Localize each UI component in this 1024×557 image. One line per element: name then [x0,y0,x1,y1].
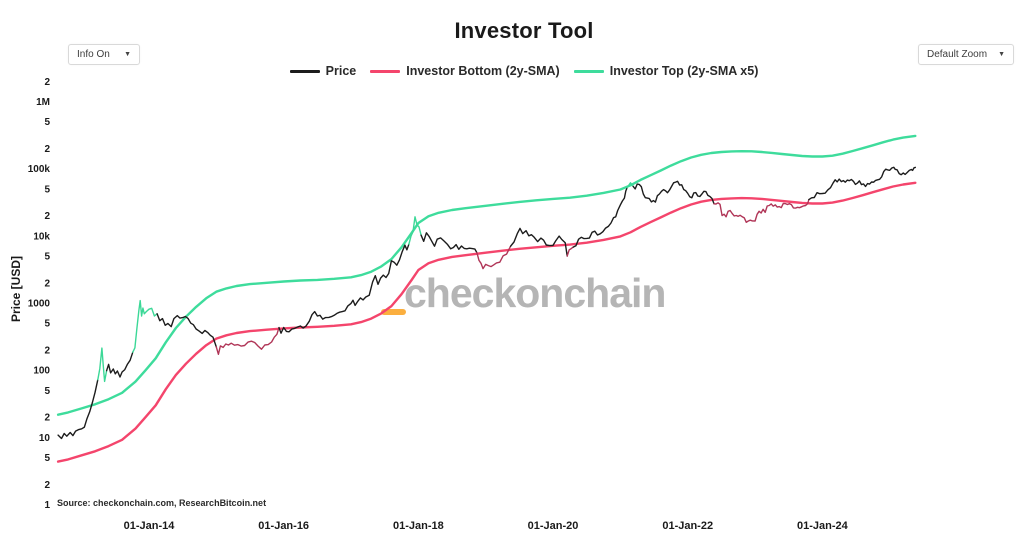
info-toggle-dropdown[interactable]: Info On ▼ [68,44,140,65]
y-tick-label: 2 [44,77,50,88]
y-tick-label: 2 [44,345,50,356]
y-tick-label: 5 [44,117,50,128]
x-tick-label: 01-Jan-24 [797,520,849,532]
y-tick-label: 2 [44,278,50,289]
chart-title: Investor Tool [454,18,594,43]
x-tick-label: 01-Jan-22 [662,520,713,532]
y-tick-label: 2 [44,413,50,424]
legend-item-price[interactable]: Price [289,64,357,78]
price-line [132,299,158,353]
chart-legend: Price Investor Bottom (2y-SMA) Investor … [0,64,1024,78]
watermark-underscore [381,309,406,315]
x-tick-label: 01-Jan-20 [528,520,579,532]
price-line [713,198,810,223]
price-line [632,180,715,205]
legend-item-investor-top[interactable]: Investor Top (2y-SMA x5) [573,64,759,78]
y-tick-label: 5 [44,386,50,397]
chevron-down-icon: ▼ [124,51,131,58]
y-tick-label: 5 [44,453,50,464]
price-line [215,326,280,355]
source-attribution: Source: checkonchain.com, ResearchBitcoi… [57,498,267,508]
investor-bottom-line [56,181,917,463]
price-line [626,182,634,189]
price-line [97,347,108,383]
x-tick-label: 01-Jan-16 [258,520,309,532]
price-line [509,227,568,257]
price-line [420,232,478,254]
price-line [408,216,422,245]
y-tick-label: 1 [44,500,50,511]
y-tick-label: 2 [44,480,50,491]
y-tick-label: 10k [33,231,50,242]
price-line [57,379,99,440]
legend-label-investor-bottom: Investor Bottom (2y-SMA) [406,64,560,78]
x-tick-label: 01-Jan-18 [393,520,444,532]
y-tick-label: 10 [39,433,51,444]
chevron-down-icon: ▼ [998,51,1005,58]
y-tick-label: 2 [44,211,50,222]
info-toggle-label: Info On [77,49,110,60]
investor-top-line-swatch [573,69,604,73]
price-line [808,166,916,201]
legend-item-investor-bottom[interactable]: Investor Bottom (2y-SMA) [370,64,560,78]
x-tick-label: 01-Jan-14 [124,520,176,532]
price-line [278,243,410,334]
y-tick-label: 100k [28,164,51,175]
investor-bottom-line-swatch [370,69,401,73]
y-tick-label: 100 [33,366,50,377]
y-tick-label: 1000 [28,298,51,309]
price-line [572,187,628,248]
price-line [105,351,134,378]
investor-top-line [56,134,917,416]
y-tick-label: 5 [44,252,50,263]
y-tick-label: 5 [44,184,50,195]
price-line-swatch [289,69,320,73]
legend-label-investor-top: Investor Top (2y-SMA x5) [609,64,759,78]
zoom-preset-dropdown[interactable]: Default Zoom ▼ [918,44,1014,65]
zoom-preset-label: Default Zoom [927,49,988,60]
price-line [566,246,574,257]
price-line [156,313,217,348]
legend-label-price: Price [325,64,357,78]
y-tick-label: 2 [44,144,50,155]
checkonchain-watermark: checkonchain [404,270,666,316]
price-line [476,245,512,270]
y-tick-label: 1M [36,97,50,108]
y-tick-label: 5 [44,319,50,330]
